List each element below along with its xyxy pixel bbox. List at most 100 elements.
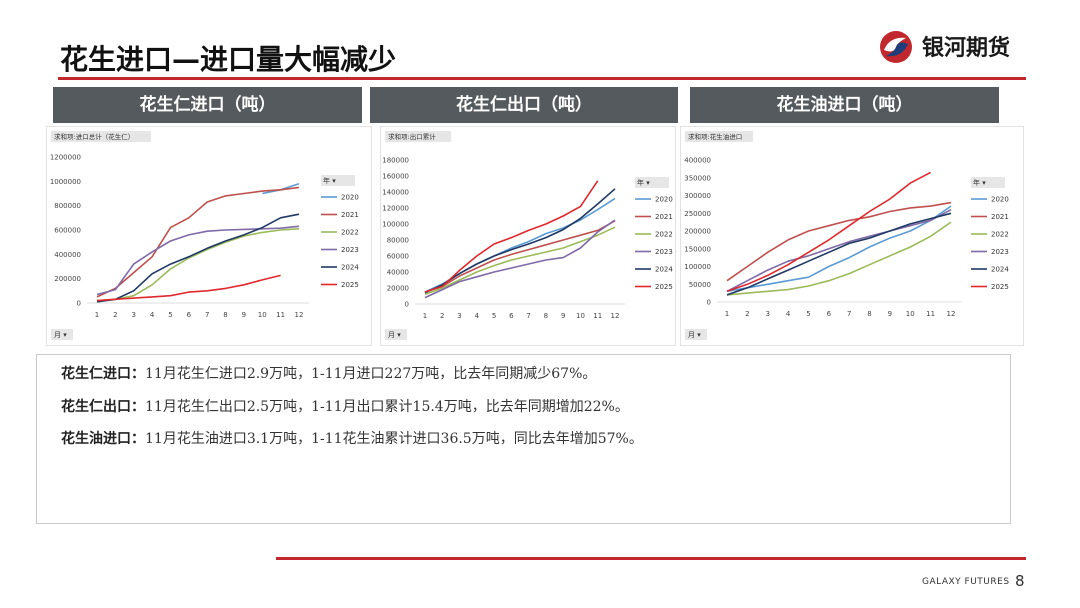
legend-label: 2022 (991, 231, 1009, 239)
x-tick-label: 3 (131, 311, 135, 319)
note-text: 11月花生仁出口2.5万吨，1-11月出口累计15.4万吨，比去年同期增加22%… (145, 399, 629, 415)
x-tick-label: 2 (113, 311, 117, 319)
legend-title-bg (971, 177, 1005, 188)
series-line-2021 (424, 220, 616, 293)
legend-label: 2020 (991, 196, 1009, 204)
y-tick-label: 350000 (684, 174, 711, 182)
chart-tag-bg (385, 131, 451, 142)
legend-label: 2024 (991, 266, 1009, 274)
series-line-2025 (96, 274, 281, 302)
y-tick-label: 200000 (54, 275, 81, 283)
legend-label: 2024 (341, 264, 359, 272)
x-tick-label: 1 (95, 311, 99, 319)
x-tick-label: 4 (475, 312, 480, 320)
y-tick-label: 120000 (382, 205, 409, 213)
chart-kernel-import-svg: 求和项:进口总计（花生仁） 0 200000 400000 600000 800000 10… (50, 131, 359, 340)
note-text: 11月花生仁进口2.9万吨，1-11月进口227万吨，比去年同期减少67%。 (145, 366, 597, 382)
chart-kernel-import: 求和项:进口总计（花生仁） 0 200000 400000 600000 800000 10… (46, 126, 372, 346)
chart-tag-bg (685, 131, 753, 142)
legend-label: 2023 (991, 248, 1009, 256)
series-line-2020 (726, 205, 952, 293)
legend-label: 2025 (991, 283, 1009, 291)
series-line-2023 (424, 219, 616, 299)
x-tick-label: 4 (786, 310, 791, 318)
month-filter-button: 月 ▾ (54, 331, 67, 339)
y-tick-label: 20000 (387, 285, 409, 293)
x-tick-label: 4 (150, 311, 155, 319)
legend-label: 2020 (655, 196, 673, 204)
series-line-2021 (96, 186, 300, 298)
y-tick-label: 40000 (387, 269, 409, 277)
x-tick-label: 7 (205, 311, 209, 319)
legend-label: 2023 (341, 246, 359, 254)
legend-label: 2023 (655, 248, 673, 256)
chart-kernel-export: 求和项:出口累计 0 20000 40000 60000 80000 100000 12000… (380, 126, 676, 346)
legend-label: 2021 (991, 213, 1009, 221)
title-divider (58, 77, 1026, 80)
y-tick-label: 0 (77, 300, 81, 308)
note-label: 花生仁进口： (61, 366, 145, 382)
x-tick-label: 8 (867, 310, 871, 318)
y-tick-label: 250000 (684, 210, 711, 218)
y-tick-label: 50000 (689, 281, 711, 289)
series-line-2022 (96, 228, 300, 302)
x-tick-label: 6 (827, 310, 832, 318)
series-line-2025 (424, 180, 599, 293)
x-tick-label: 9 (561, 312, 565, 320)
footer-divider (276, 557, 1026, 560)
series-line-2023 (96, 225, 300, 296)
month-filter-bg (51, 329, 73, 340)
note-label: 花生油进口： (61, 431, 145, 447)
panel-header-kernel-export: 花生仁出口（吨） (370, 87, 678, 123)
x-tick-label: 12 (611, 312, 620, 320)
x-tick-label: 3 (457, 312, 461, 320)
y-tick-label: 1000000 (50, 178, 81, 186)
month-filter-button: 月 ▾ (388, 331, 401, 339)
legend-title: 年 ▾ (323, 176, 336, 185)
series-line-2021 (726, 201, 952, 282)
legend-label: 2024 (655, 266, 673, 274)
footer-brand: GALAXY FUTURES (922, 577, 1010, 587)
panel-header-oil-import: 花生油进口（吨） (690, 87, 999, 123)
month-filter-button: 月 ▾ (688, 331, 701, 339)
y-tick-label: 150000 (684, 245, 711, 253)
y-tick-label: 300000 (684, 192, 711, 200)
series-line-2024 (424, 188, 616, 294)
legend-title-bg (321, 175, 355, 186)
page-number: 8 (1015, 572, 1025, 590)
x-tick-label: 6 (187, 311, 192, 319)
notes-box: 花生仁进口：11月花生仁进口2.9万吨，1-11月进口227万吨，比去年同期减少… (36, 354, 1011, 524)
x-tick-label: 5 (168, 311, 172, 319)
y-tick-label: 800000 (54, 202, 81, 210)
month-filter-bg (385, 329, 407, 340)
y-tick-label: 80000 (387, 237, 409, 245)
x-tick-label: 7 (526, 312, 530, 320)
legend-label: 2020 (341, 194, 359, 202)
x-tick-label: 7 (847, 310, 851, 318)
chart-tag: 求和项:出口累计 (388, 132, 436, 141)
series-line-2024 (96, 213, 300, 303)
galaxy-logo-icon (880, 31, 912, 63)
brand-name: 银河期货 (922, 36, 1011, 61)
legend-label: 2022 (655, 231, 673, 239)
x-tick-label: 3 (765, 310, 769, 318)
chart-tag: 求和项:进口总计（花生仁） (54, 132, 134, 141)
x-tick-label: 8 (544, 312, 548, 320)
y-tick-label: 180000 (382, 157, 409, 165)
x-tick-label: 2 (440, 312, 444, 320)
chart-tag: 求和项:花生油进口 (688, 132, 742, 141)
legend-title: 年 ▾ (973, 178, 986, 187)
series-line-2022 (424, 226, 616, 296)
legend-label: 2022 (341, 229, 359, 237)
note-kernel-export: 花生仁出口：11月花生仁出口2.5万吨，1-11月出口累计15.4万吨，比去年同… (61, 396, 629, 416)
x-tick-label: 5 (806, 310, 810, 318)
legend-title: 年 ▾ (637, 178, 650, 187)
x-tick-label: 11 (926, 310, 935, 318)
y-tick-label: 0 (707, 299, 711, 307)
legend-title-bg (635, 177, 669, 188)
y-tick-label: 160000 (382, 173, 409, 181)
x-tick-label: 2 (745, 310, 749, 318)
x-tick-label: 12 (947, 310, 956, 318)
y-tick-label: 400000 (684, 157, 711, 165)
y-tick-label: 100000 (684, 263, 711, 271)
